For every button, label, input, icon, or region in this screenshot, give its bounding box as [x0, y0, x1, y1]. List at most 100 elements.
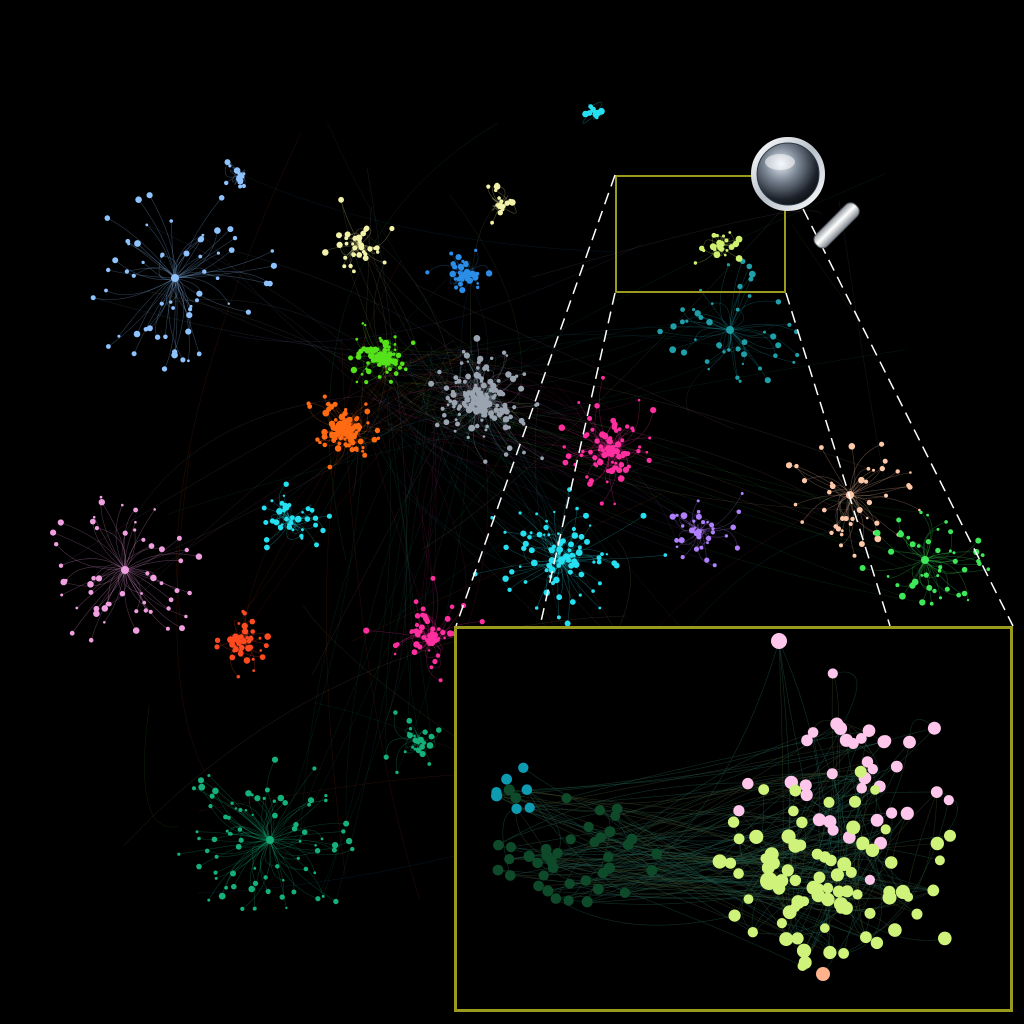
graph-node	[497, 210, 503, 216]
inset-node	[884, 856, 898, 869]
inset-edge	[496, 791, 845, 865]
graph-node	[291, 889, 297, 895]
inset-network-graph[interactable]	[457, 629, 1010, 1009]
graph-node	[169, 300, 173, 304]
graph-edge	[692, 500, 701, 531]
graph-node	[230, 870, 236, 877]
graph-node	[698, 315, 704, 320]
inset-edge	[509, 845, 774, 864]
graph-node	[741, 351, 747, 358]
graph-node	[464, 396, 471, 403]
inset-edge	[822, 812, 893, 975]
graph-node	[135, 196, 142, 203]
inset-node	[798, 956, 812, 969]
graph-node	[919, 510, 923, 515]
graph-edge	[699, 529, 710, 543]
inset-node	[927, 721, 941, 735]
magnifying-glass-icon[interactable]	[748, 136, 868, 256]
graph-node	[518, 385, 525, 392]
graph-node	[294, 515, 302, 523]
graph-edge	[250, 839, 271, 890]
graph-edge	[174, 277, 190, 361]
zoomed-inset-panel	[454, 626, 1013, 1012]
graph-edge	[93, 277, 176, 300]
graph-node	[621, 454, 626, 458]
graph-node	[214, 876, 218, 880]
graph-node	[282, 505, 288, 510]
graph-edge	[260, 839, 271, 878]
graph-edge	[138, 199, 176, 279]
graph-node	[451, 389, 455, 394]
graph-node	[353, 446, 359, 452]
graph-edge	[269, 768, 315, 841]
zoom-region-selector[interactable]	[615, 175, 786, 293]
graph-node	[695, 513, 702, 520]
inset-node	[533, 880, 544, 892]
graph-node	[301, 829, 308, 835]
graph-node	[514, 374, 519, 378]
graph-node	[336, 232, 342, 239]
graph-node	[485, 424, 489, 429]
graph-node	[415, 747, 422, 754]
graph-node	[573, 462, 577, 467]
graph-edge	[210, 805, 271, 841]
graph-node	[706, 318, 713, 326]
graph-node	[207, 774, 211, 777]
inset-edge	[594, 835, 940, 861]
graph-node	[226, 815, 231, 820]
graph-node	[487, 378, 494, 385]
inset-node	[505, 870, 516, 881]
graph-edge	[699, 529, 707, 548]
graph-node	[476, 285, 480, 290]
graph-node	[584, 538, 590, 545]
graph-node	[486, 369, 490, 372]
graph-node	[895, 583, 900, 588]
graph-node	[258, 636, 262, 640]
inset-edge	[615, 773, 833, 817]
graph-node	[411, 649, 418, 656]
inset-node	[816, 967, 830, 981]
graph-node	[730, 524, 736, 531]
graph-node	[599, 501, 604, 506]
graph-node	[734, 545, 741, 551]
graph-node	[724, 253, 727, 257]
graph-node	[578, 533, 585, 540]
inset-edge	[798, 890, 934, 912]
graph-node	[579, 453, 584, 458]
graph-edge	[174, 274, 267, 284]
graph-edge	[729, 324, 790, 331]
graph-node	[685, 319, 689, 323]
graph-edge	[821, 447, 851, 496]
graph-node	[858, 541, 865, 547]
graph-edge	[374, 393, 434, 651]
inset-node	[820, 923, 830, 933]
graph-node	[882, 458, 888, 464]
graph-node	[693, 261, 698, 265]
graph-node	[393, 348, 397, 352]
graph-edge	[362, 355, 462, 448]
graph-node	[929, 601, 934, 606]
graph-node	[229, 641, 236, 648]
inset-node	[781, 864, 794, 877]
graph-node	[556, 563, 562, 568]
graph-node	[358, 348, 364, 354]
graph-node	[440, 629, 446, 636]
graph-node	[309, 507, 315, 513]
inset-edge	[841, 738, 862, 838]
graph-node	[480, 418, 484, 422]
graph-node	[679, 319, 685, 325]
graph-edge	[124, 569, 186, 617]
graph-node	[275, 864, 280, 869]
graph-node	[227, 637, 234, 643]
graph-node	[453, 277, 458, 281]
graph-node	[587, 481, 593, 487]
graph-edge	[679, 518, 701, 531]
graph-node	[352, 269, 356, 274]
graph-node	[381, 362, 385, 366]
graph-node	[462, 379, 467, 384]
graph-node	[366, 421, 370, 425]
inset-node	[849, 795, 861, 808]
graph-node	[263, 520, 269, 525]
graph-edge	[322, 402, 392, 897]
